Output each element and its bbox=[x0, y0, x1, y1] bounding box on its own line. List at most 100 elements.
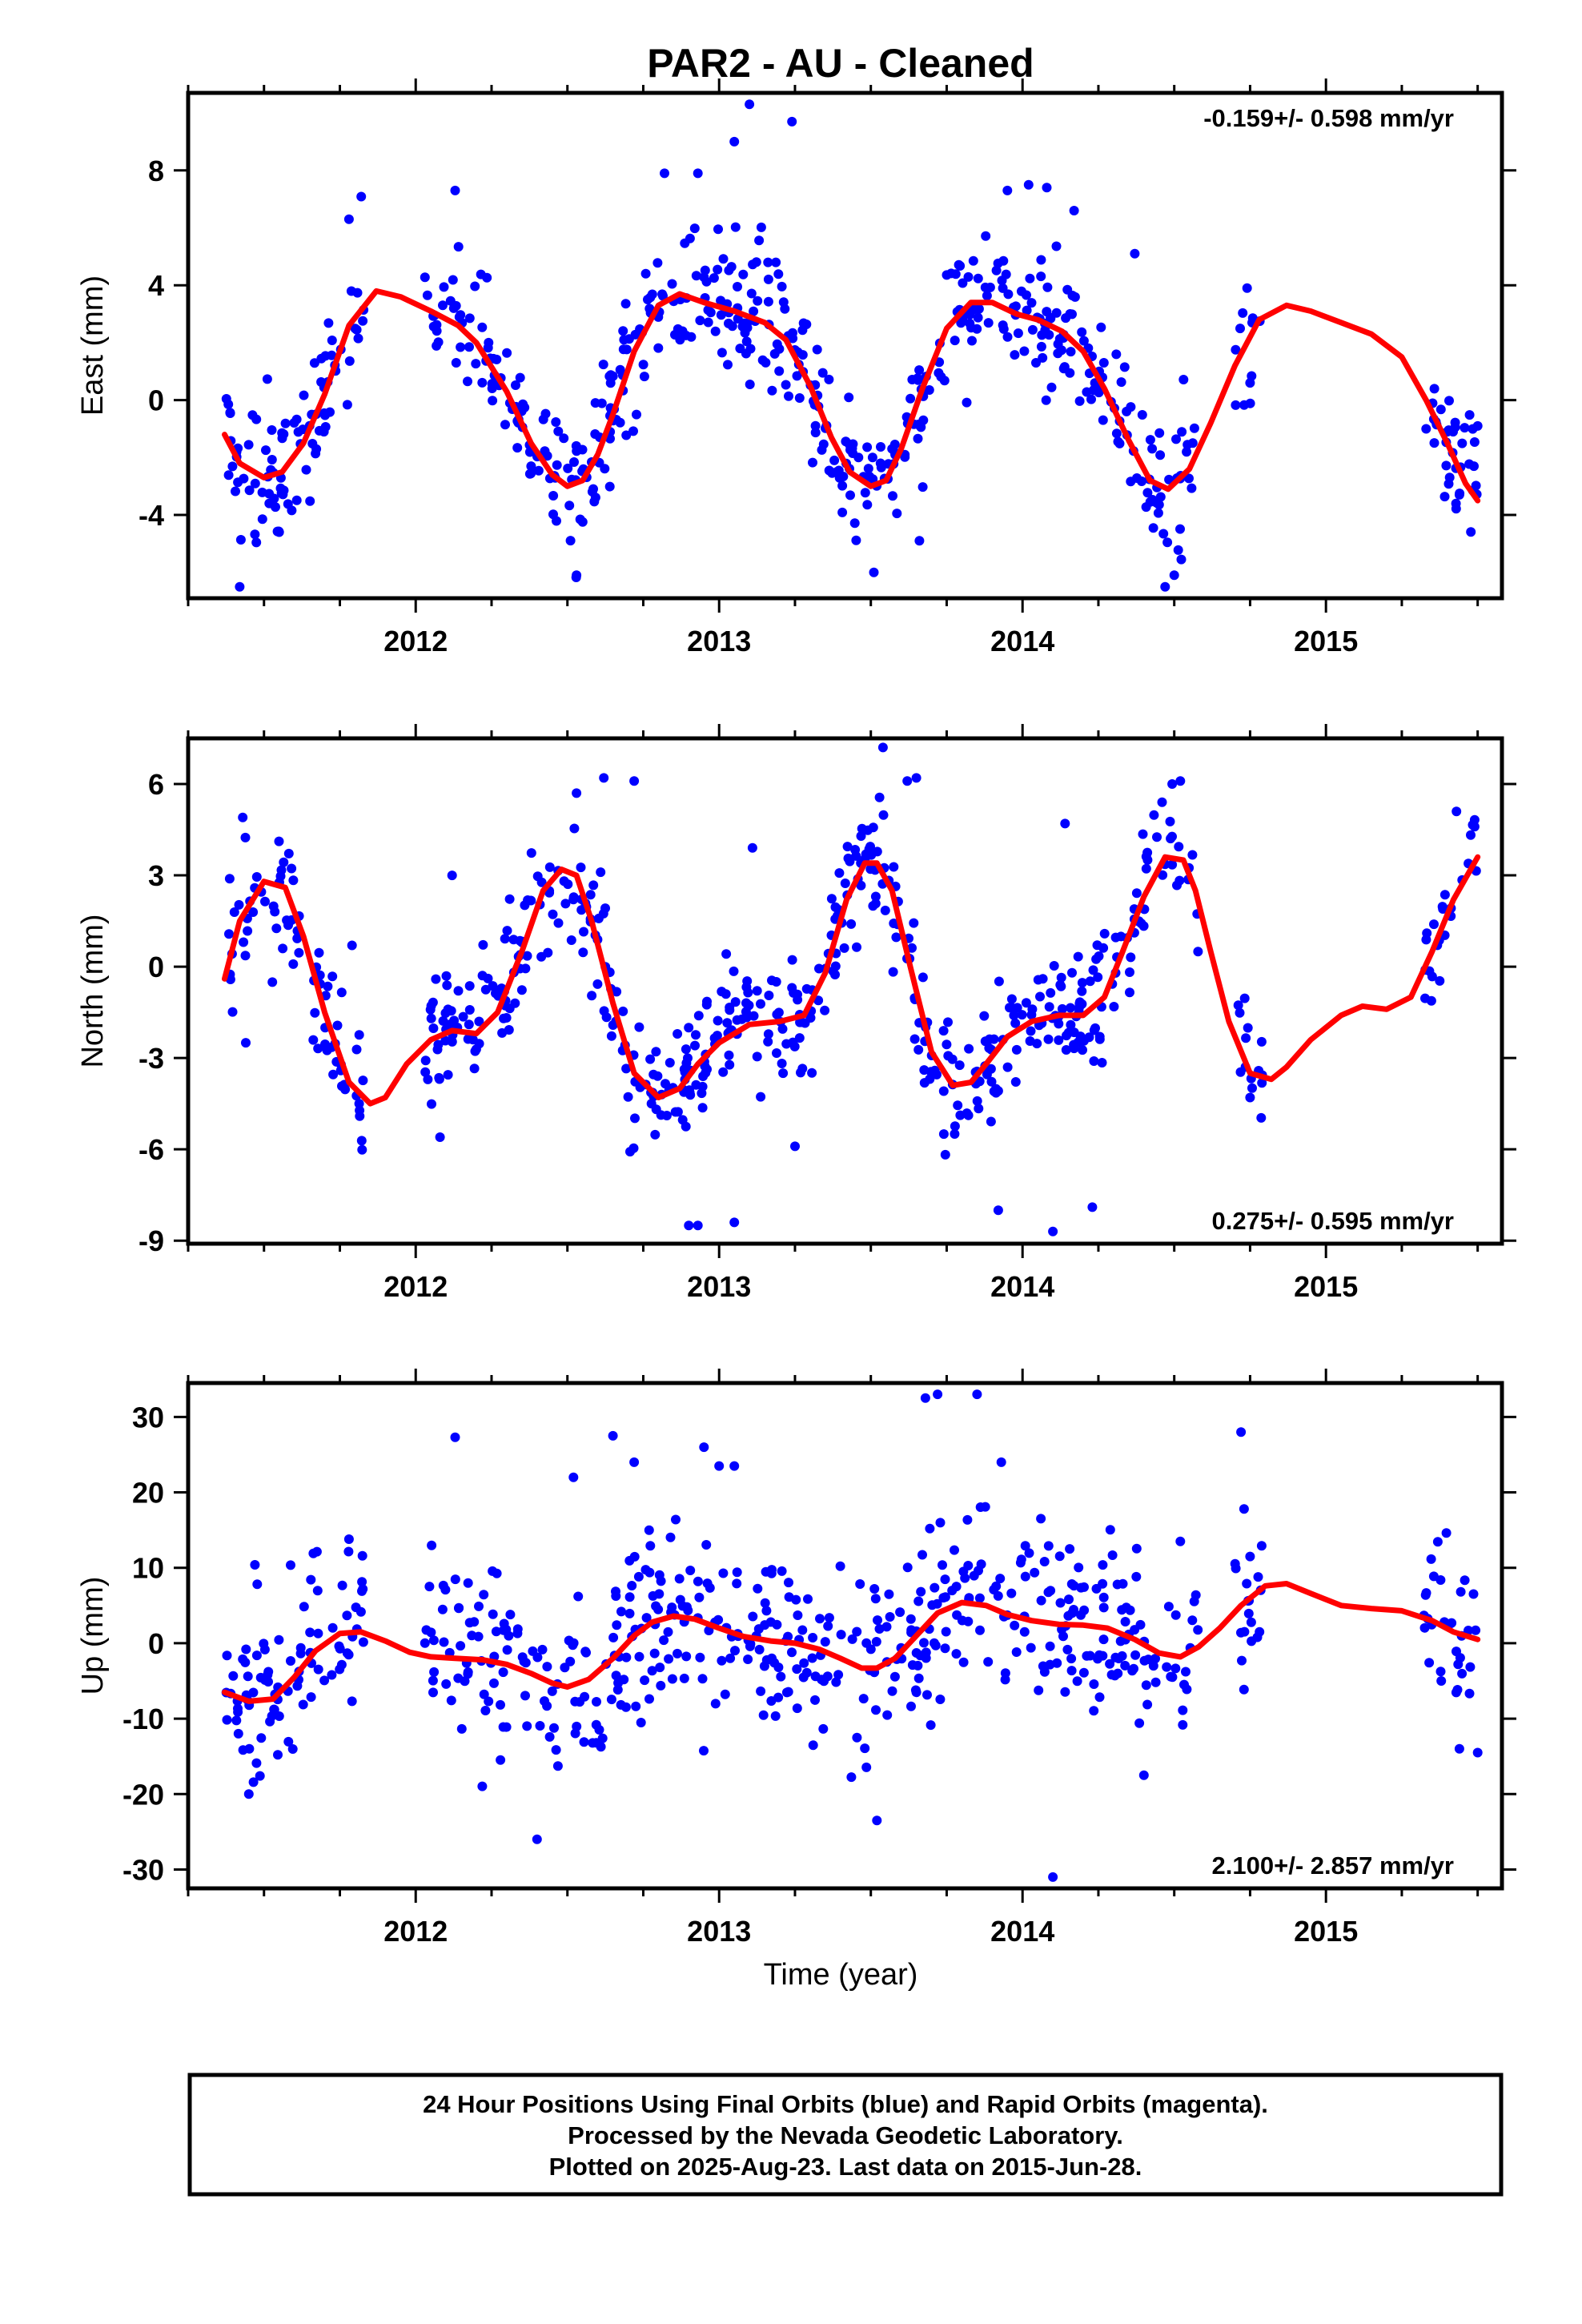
north-data-point bbox=[1158, 870, 1168, 880]
east-data-point bbox=[1082, 387, 1092, 397]
up-data-point bbox=[496, 1699, 505, 1710]
up-data-point bbox=[299, 1602, 309, 1612]
up-data-point bbox=[532, 1834, 542, 1844]
up-data-point bbox=[631, 1701, 641, 1711]
up-data-point bbox=[263, 1677, 273, 1687]
up-data-point bbox=[1094, 1650, 1105, 1660]
east-data-point bbox=[1169, 570, 1179, 581]
up-data-point bbox=[835, 1561, 845, 1571]
north-data-point bbox=[313, 1043, 323, 1054]
up-data-point bbox=[1117, 1651, 1127, 1661]
x-tick-label: 2013 bbox=[687, 625, 751, 657]
up-data-point bbox=[474, 1601, 484, 1611]
north-data-point bbox=[1056, 972, 1066, 983]
north-data-point bbox=[1063, 1027, 1074, 1038]
north-data-point bbox=[845, 856, 855, 866]
up-data-point bbox=[852, 1732, 862, 1743]
up-data-point bbox=[222, 1715, 232, 1725]
east-data-point bbox=[639, 372, 649, 382]
up-data-point bbox=[1170, 1610, 1181, 1620]
east-data-point bbox=[223, 470, 234, 480]
east-data-point bbox=[344, 356, 355, 366]
up-data-point bbox=[1060, 1687, 1070, 1697]
east-data-point bbox=[1429, 384, 1439, 394]
north-data-point bbox=[852, 942, 861, 952]
east-data-point bbox=[261, 445, 271, 456]
north-data-point bbox=[469, 1063, 480, 1074]
north-data-point bbox=[612, 987, 622, 997]
up-data-point bbox=[935, 1518, 946, 1528]
up-data-point bbox=[233, 1707, 243, 1717]
up-data-point bbox=[568, 1640, 578, 1651]
up-data-point bbox=[887, 1686, 897, 1696]
north-data-point bbox=[1048, 1226, 1058, 1236]
north-data-point bbox=[866, 850, 877, 860]
east-data-point bbox=[1002, 185, 1013, 195]
up-data-point bbox=[1436, 1676, 1447, 1686]
up-data-point bbox=[1058, 1631, 1068, 1642]
up-data-point bbox=[1432, 1537, 1443, 1547]
north-data-point bbox=[813, 995, 824, 1006]
up-data-point bbox=[231, 1715, 242, 1726]
x-tick-label: 2015 bbox=[1294, 625, 1358, 657]
north-data-point bbox=[870, 891, 881, 902]
up-data-point bbox=[1105, 1525, 1115, 1535]
up-data-point bbox=[808, 1740, 818, 1751]
east-data-point bbox=[1235, 324, 1245, 334]
north-data-point bbox=[840, 879, 850, 888]
up-data-point bbox=[1030, 1567, 1040, 1578]
north-data-point bbox=[691, 1030, 701, 1040]
east-data-point bbox=[638, 360, 648, 370]
east-data-point bbox=[767, 385, 777, 396]
north-data-point bbox=[993, 1205, 1003, 1216]
north-data-point bbox=[1097, 1058, 1107, 1068]
north-data-point bbox=[986, 1076, 997, 1087]
east-data-point bbox=[477, 377, 488, 388]
up-data-point bbox=[456, 1641, 466, 1651]
up-data-point bbox=[479, 1689, 489, 1699]
east-data-point bbox=[250, 478, 260, 489]
east-data-point bbox=[1148, 523, 1158, 533]
north-data-point bbox=[742, 976, 753, 987]
up-data-point bbox=[295, 1648, 306, 1659]
north-data-point bbox=[1233, 1000, 1243, 1011]
up-data-point bbox=[895, 1607, 905, 1618]
up-data-point bbox=[1020, 1571, 1030, 1582]
up-data-point bbox=[274, 1634, 284, 1645]
east-data-point bbox=[1460, 423, 1470, 433]
east-data-point bbox=[1454, 489, 1464, 500]
up-data-point bbox=[836, 1630, 846, 1640]
north-data-point bbox=[938, 1129, 949, 1140]
up-data-point bbox=[1179, 1679, 1189, 1690]
up-data-point bbox=[552, 1761, 563, 1771]
up-data-point bbox=[1419, 1622, 1430, 1633]
north-data-point bbox=[548, 909, 558, 919]
east-data-point bbox=[730, 222, 741, 232]
east-data-point bbox=[1182, 440, 1193, 450]
east-data-point bbox=[569, 457, 579, 467]
east-data-point bbox=[652, 258, 663, 268]
east-data-point bbox=[851, 535, 861, 545]
east-data-point bbox=[1056, 345, 1066, 356]
up-data-point bbox=[720, 1689, 730, 1699]
north-data-point bbox=[572, 788, 582, 798]
up-data-point bbox=[787, 1647, 797, 1658]
up-data-point bbox=[905, 1614, 916, 1624]
up-data-point bbox=[496, 1755, 506, 1765]
east-data-point bbox=[301, 464, 311, 475]
up-data-point bbox=[784, 1578, 793, 1588]
y-tick-label: 8 bbox=[148, 155, 164, 187]
east-data-point bbox=[1044, 330, 1054, 340]
x-tick-label: 2015 bbox=[1294, 1915, 1358, 1948]
up-data-point bbox=[241, 1644, 251, 1655]
up-data-point bbox=[627, 1581, 637, 1590]
east-data-point bbox=[575, 514, 585, 525]
north-data-point bbox=[628, 1143, 639, 1153]
east-data-point bbox=[1114, 438, 1125, 448]
y-tick-label: 20 bbox=[132, 1477, 164, 1510]
north-data-point bbox=[347, 940, 357, 951]
east-data-point bbox=[713, 264, 723, 275]
east-data-point bbox=[1074, 396, 1085, 406]
up-data-point bbox=[1150, 1677, 1161, 1687]
east-data-point bbox=[934, 368, 944, 378]
